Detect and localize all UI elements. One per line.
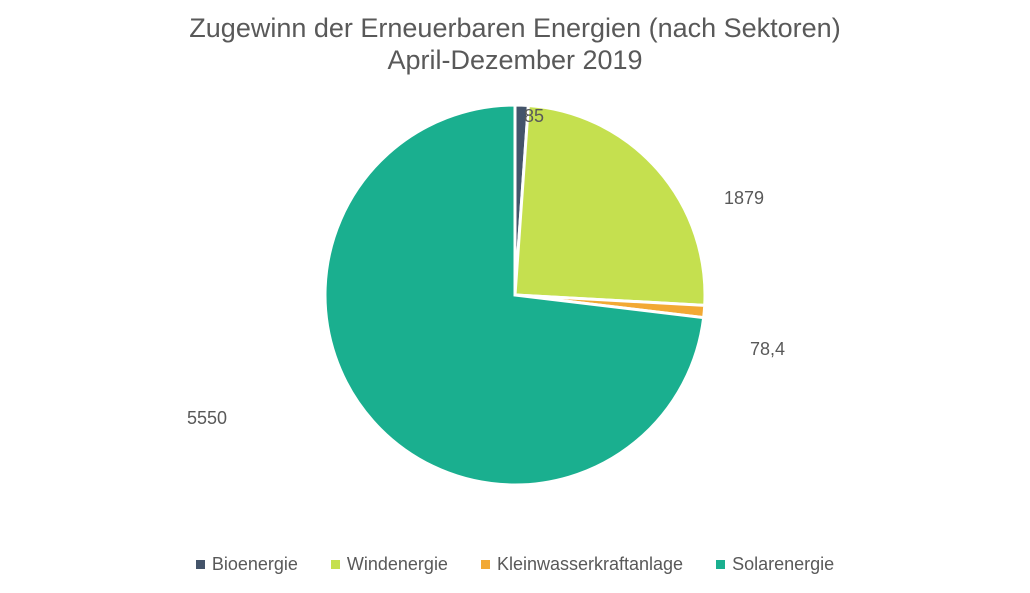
legend-label-solar: Solarenergie	[732, 554, 834, 575]
legend-item-bioenergie: Bioenergie	[196, 554, 298, 575]
legend-swatch-solar	[716, 560, 725, 569]
pie-wrap	[0, 95, 1030, 500]
legend-item-solar: Solarenergie	[716, 554, 834, 575]
chart-title-line1: Zugewinn der Erneuerbaren Energien (nach…	[189, 13, 840, 43]
legend-label-windenergie: Windenergie	[347, 554, 448, 575]
legend-item-windenergie: Windenergie	[331, 554, 448, 575]
slice-label-solar: 5550	[187, 408, 227, 429]
slice-label-windenergie: 1879	[724, 188, 764, 209]
legend-item-kleinwasser: Kleinwasserkraftanlage	[481, 554, 683, 575]
slice-label-bioenergie: 85	[524, 106, 544, 127]
legend-swatch-windenergie	[331, 560, 340, 569]
slice-label-kleinwasser: 78,4	[750, 339, 785, 360]
chart-title-line2: April-Dezember 2019	[387, 45, 642, 75]
legend-swatch-kleinwasser	[481, 560, 490, 569]
legend: Bioenergie Windenergie Kleinwasserkrafta…	[0, 553, 1030, 575]
legend-swatch-bioenergie	[196, 560, 205, 569]
pie-chart	[315, 95, 715, 495]
chart-title: Zugewinn der Erneuerbaren Energien (nach…	[0, 12, 1030, 77]
pie-slice-windenergie	[515, 105, 705, 305]
legend-label-kleinwasser: Kleinwasserkraftanlage	[497, 554, 683, 575]
chart-container: Zugewinn der Erneuerbaren Energien (nach…	[0, 0, 1030, 593]
legend-label-bioenergie: Bioenergie	[212, 554, 298, 575]
